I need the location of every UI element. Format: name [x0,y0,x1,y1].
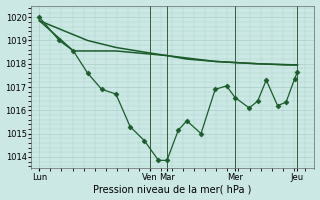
X-axis label: Pression niveau de la mer( hPa ): Pression niveau de la mer( hPa ) [93,184,252,194]
